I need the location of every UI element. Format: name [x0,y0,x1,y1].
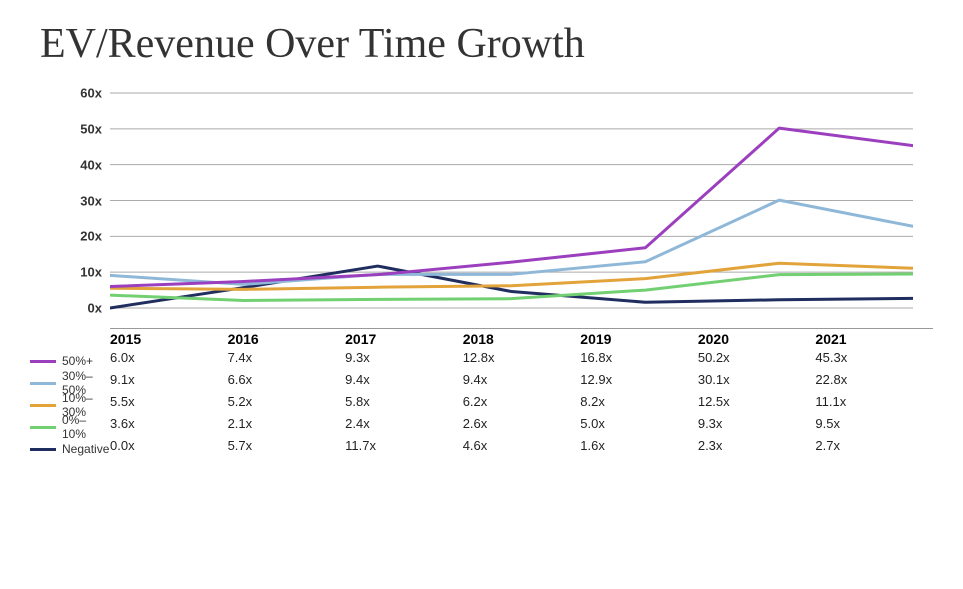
table-cell: 5.8x [345,394,463,416]
table-cell: 9.4x [345,372,463,394]
table-cell: 12.8x [463,350,581,372]
table-cell: 2.6x [463,416,581,438]
table-cell: 6.0x [110,350,228,372]
legend-swatch [30,404,56,407]
table-cell: 9.4x [463,372,581,394]
y-axis-label: 20x [80,229,102,244]
y-axis-label: 50x [80,121,102,136]
data-table: 20152016201720182019202020216.0x7.4x9.3x… [110,328,933,460]
legend-swatch [30,426,56,429]
line-chart [110,88,913,313]
table-cell: 7.4x [228,350,346,372]
series-line [110,263,913,289]
table-cell: 9.3x [345,350,463,372]
table-cell: 50.2x [698,350,816,372]
y-axis-label: 0x [88,301,102,316]
table-cell: 9.5x [815,416,933,438]
table-cell: 12.9x [580,372,698,394]
table-cell: 3.6x [110,416,228,438]
table-header: 2020 [698,328,816,350]
table-cell: 9.3x [698,416,816,438]
table-cell: 2.4x [345,416,463,438]
table-cell: 11.1x [815,394,933,416]
legend-and-table: 50%+30%–50%10%–30%0%–10%Negative 2015201… [30,328,933,460]
legend-label: Negative [62,442,109,456]
table-cell: 12.5x [698,394,816,416]
y-axis-label: 10x [80,265,102,280]
table-header: 2015 [110,328,228,350]
table-cell: 2.3x [698,438,816,460]
y-axis-label: 30x [80,193,102,208]
table-cell: 0.0x [110,438,228,460]
table-header: 2021 [815,328,933,350]
table-cell: 6.6x [228,372,346,394]
legend-label: 50%+ [62,354,93,368]
table-cell: 11.7x [345,438,463,460]
table-cell: 5.2x [228,394,346,416]
legend-item: 0%–10% [30,416,110,438]
table-cell: 2.1x [228,416,346,438]
table-cell: 5.0x [580,416,698,438]
table-cell: 5.7x [228,438,346,460]
chart-area: 0x10x20x30x40x50x60x [110,88,913,313]
y-axis-label: 40x [80,157,102,172]
legend: 50%+30%–50%10%–30%0%–10%Negative [30,328,110,460]
table-cell: 22.8x [815,372,933,394]
table-cell: 5.5x [110,394,228,416]
table-cell: 1.6x [580,438,698,460]
table-cell: 9.1x [110,372,228,394]
chart-title: EV/Revenue Over Time Growth [40,20,933,68]
table-cell: 16.8x [580,350,698,372]
legend-swatch [30,382,56,385]
legend-swatch [30,448,56,451]
table-header: 2017 [345,328,463,350]
table-cell: 6.2x [463,394,581,416]
table-header: 2018 [463,328,581,350]
table-cell: 4.6x [463,438,581,460]
table-cell: 45.3x [815,350,933,372]
table-cell: 2.7x [815,438,933,460]
table-header: 2019 [580,328,698,350]
legend-swatch [30,360,56,363]
legend-item: Negative [30,438,110,460]
legend-label: 0%–10% [62,413,110,441]
y-axis-label: 60x [80,85,102,100]
table-cell: 30.1x [698,372,816,394]
table-cell: 8.2x [580,394,698,416]
table-header: 2016 [228,328,346,350]
